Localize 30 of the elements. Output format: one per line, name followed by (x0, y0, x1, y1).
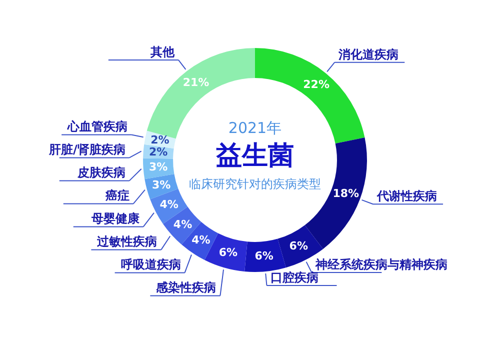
data-label: 4% (160, 198, 178, 211)
data-label: 6% (254, 250, 274, 263)
slice-label: 神经系统疾病与精神疾病 (314, 258, 448, 272)
data-label: 21% (182, 76, 210, 89)
slice-label: 过敏性疾病 (96, 234, 158, 249)
data-label: 3% (148, 160, 168, 174)
slice-label: 心血管疾病 (66, 120, 128, 134)
slice-label: 母婴健康 (90, 212, 140, 226)
slice-label: 感染性疾病 (155, 280, 216, 295)
slice-label: 皮肤疾病 (76, 166, 126, 180)
slice-label: 呼吸道疾病 (120, 258, 181, 272)
data-label: 3% (152, 178, 171, 192)
donut-slice (244, 238, 286, 272)
slice-label: 肝脏/肾脏疾病 (48, 142, 126, 157)
data-label: 6% (289, 240, 308, 253)
text: 益生菌 (216, 141, 294, 171)
slice-label: 癌症 (104, 188, 130, 203)
slice-label: 消化道疾病 (338, 47, 399, 62)
slice-label: 其他 (149, 44, 176, 59)
text: 2021年 (228, 119, 282, 137)
data-label: 22% (303, 78, 330, 91)
data-label: 4% (192, 234, 210, 247)
slice-label: 代谢性疾病 (376, 189, 438, 204)
slice-label: 口腔疾病 (270, 270, 319, 284)
text: 临床研究针对的疾病类型 (189, 177, 321, 191)
data-label: 4% (173, 218, 192, 231)
data-label: 2% (148, 145, 168, 158)
data-label: 18% (332, 186, 360, 200)
data-label: 2% (150, 134, 170, 147)
data-label: 6% (218, 246, 238, 260)
